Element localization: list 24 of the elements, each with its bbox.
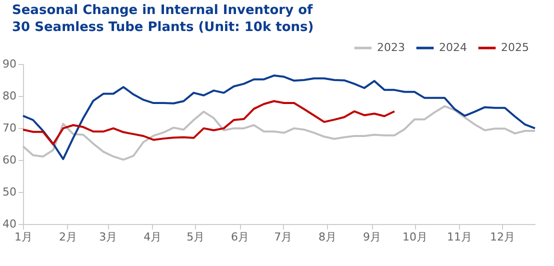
x-tick-label: 12月 <box>490 230 516 244</box>
x-tick-label: 3月 <box>99 230 118 244</box>
x-tick-label: 4月 <box>144 230 162 244</box>
x-tick-label: 2月 <box>58 230 77 244</box>
line-series <box>22 100 396 146</box>
chart-title: Seasonal Change in Internal Inventory of 30 Seamless Tube Plants (Unit: 10k tons) <box>12 3 314 35</box>
legend-label: 2024 <box>439 41 467 54</box>
y-tick-label: 40 <box>2 218 16 230</box>
line-series <box>22 74 536 160</box>
y-tick-label: 60 <box>2 154 16 166</box>
y-tick-label: 90 <box>2 58 16 70</box>
legend-label: 2023 <box>377 41 405 54</box>
y-tick-label: 70 <box>2 122 16 134</box>
x-tick-label: 11月 <box>446 230 472 244</box>
x-tick-label: 5月 <box>186 230 205 244</box>
x-tick-label: 7月 <box>274 230 292 244</box>
legend-label: 2025 <box>501 41 529 54</box>
x-tick-label: 8月 <box>318 230 337 244</box>
x-tick-label: 6月 <box>231 230 250 244</box>
y-tick-label: 80 <box>2 90 16 102</box>
x-tick-label: 1月 <box>14 230 32 244</box>
y-tick-label: 50 <box>2 186 16 198</box>
x-tick-label: 9月 <box>363 230 382 244</box>
x-tick-label: 10月 <box>402 230 428 244</box>
